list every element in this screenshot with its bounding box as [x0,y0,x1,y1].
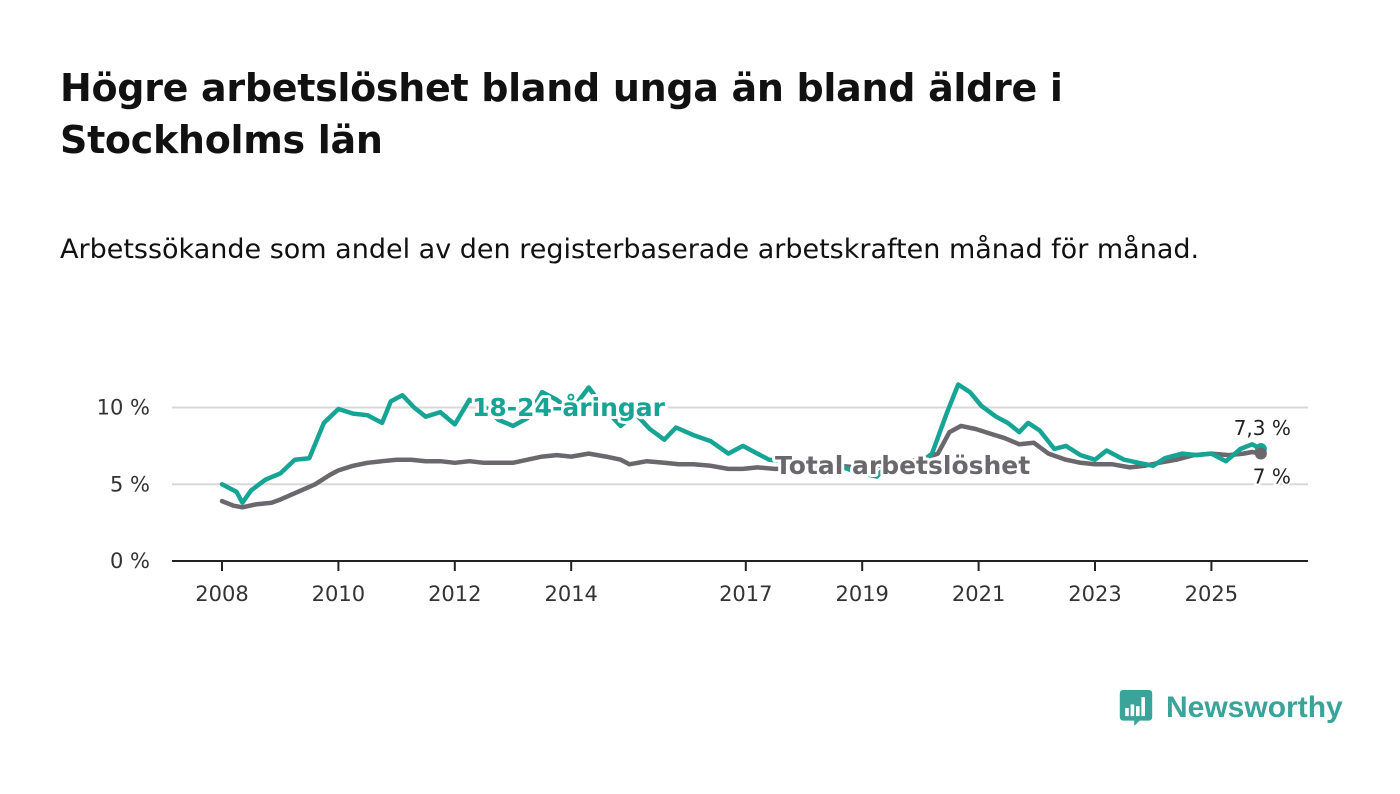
chart-title: Högre arbetslöshet bland unga än bland ä… [60,66,1063,162]
series-lines [219,382,1267,510]
chart-subtitle: Arbetssökande som andel av den registerb… [60,234,1200,265]
x-tick-label: 2010 [312,582,365,606]
y-tick-label: 0 % [110,549,150,573]
x-tick-label: 2017 [719,582,772,606]
end-label-youth: 7,3 % [1234,416,1291,440]
series-line-youth [219,382,1264,505]
series-label-total: Total arbetslöshet [775,451,1030,480]
x-tick-label: 2019 [835,582,888,606]
x-tick-label: 2021 [952,582,1005,606]
brand-name: Newsworthy [1166,691,1343,724]
x-tick-label: 2012 [428,582,481,606]
bar-chart-icon [1119,690,1153,726]
y-tick-label: 10 % [97,396,150,420]
newsworthy-logo: Newsworthy [1118,690,1343,726]
end-label-total: 7 % [1253,465,1291,489]
series-labels: 18-24-åringar Total arbetslöshet 7,3 % 7 % [469,390,1293,491]
y-axis: 0 % 5 % 10 % [97,396,150,574]
series-label-youth: 18-24-åringar [472,393,666,422]
x-axis: 2008 2010 2012 2014 2017 2019 2021 2023 2025 [195,561,1238,606]
y-tick-label: 5 % [110,472,150,496]
x-tick-label: 2014 [544,582,597,606]
x-tick-label: 2025 [1185,582,1238,606]
x-tick-label: 2008 [195,582,248,606]
series-line-total [219,423,1264,510]
grid-lines [172,406,1308,486]
x-tick-label: 2023 [1068,582,1121,606]
end-point-total [1254,447,1267,460]
